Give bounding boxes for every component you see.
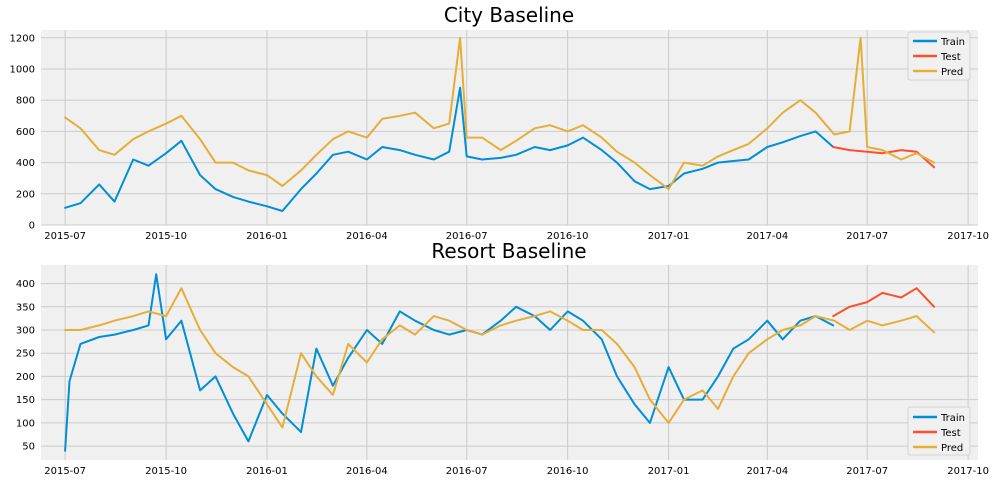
resort-series	[64, 273, 936, 452]
city-y-tick-label: 1200	[10, 33, 35, 44]
resort-x-tick-label: 2016-01	[246, 466, 288, 477]
resort-x-tick-label: 2016-10	[547, 466, 589, 477]
city-x-tick-label: 2016-07	[446, 231, 488, 242]
city-y-tick-label: 0	[29, 221, 35, 232]
city-baseline-panel: 2015-07 2015-10 2016-01 2016-04 2016-07 2016-…	[10, 3, 989, 242]
resort-x-tick-label: 2017-01	[648, 466, 690, 477]
resort-plot-area	[41, 265, 978, 460]
resort-x-tick-label: 2017-10	[947, 466, 989, 477]
resort-x-tick-label: 2017-07	[846, 466, 888, 477]
city-chart-title: City Baseline	[444, 3, 574, 27]
city-grid	[41, 30, 978, 226]
resort-legend-box	[907, 406, 971, 456]
city-plot-area	[41, 30, 978, 225]
resort-y-tick-label: 100	[16, 418, 35, 429]
city-y-tick-label: 400	[16, 158, 35, 169]
resort-baseline-panel: 2015-07 2015-10 2016-01 2016-04 2016-07 2016-…	[16, 239, 989, 477]
city-y-tick-label: 600	[16, 127, 35, 138]
resort-x-tick-label: 2015-07	[44, 466, 86, 477]
resort-x-tick-label: 2016-07	[446, 466, 488, 477]
city-legend-box	[907, 31, 971, 81]
resort-ticks: 2015-07 2015-10 2016-01 2016-04 2016-07 2016-…	[16, 279, 989, 477]
city-series-train-line	[64, 86, 835, 212]
resort-legend-label-test: Test	[940, 428, 961, 439]
city-ticks: 2015-07 2015-10 2016-01 2016-04 2016-07 2016-…	[10, 33, 989, 242]
city-y-tick-label: 1000	[10, 65, 35, 76]
city-legend-label-train: Train	[940, 37, 965, 48]
resort-y-tick-label: 150	[16, 395, 35, 406]
resort-x-tick-label: 2015-10	[145, 466, 187, 477]
resort-y-tick-label: 350	[16, 302, 35, 313]
resort-chart-title: Resort Baseline	[431, 239, 586, 263]
city-x-tick-label: 2017-01	[648, 231, 690, 242]
city-x-tick-label: 2017-07	[846, 231, 888, 242]
city-y-tick-label: 800	[16, 96, 35, 107]
city-series-test-line	[832, 146, 936, 169]
city-x-tick-label: 2016-10	[547, 231, 589, 242]
resort-series-pred-line	[64, 287, 936, 429]
resort-legend-label-pred: Pred	[941, 443, 963, 454]
resort-series-train-line	[64, 273, 835, 452]
city-series-pred-line	[64, 36, 936, 191]
resort-series-test-line	[832, 287, 936, 318]
city-legend-label-test: Test	[940, 52, 961, 63]
city-x-tick-label: 2015-07	[44, 231, 86, 242]
city-x-tick-label: 2017-10	[947, 231, 989, 242]
resort-y-tick-label: 400	[16, 279, 35, 290]
resort-legend-label-train: Train	[940, 413, 965, 424]
city-x-tick-label: 2016-01	[246, 231, 288, 242]
city-legend-label-pred: Pred	[941, 67, 963, 78]
resort-y-tick-label: 50	[22, 442, 35, 453]
resort-y-tick-label: 300	[16, 326, 35, 337]
city-x-tick-label: 2015-10	[145, 231, 187, 242]
city-series	[64, 36, 936, 212]
resort-y-tick-label: 200	[16, 372, 35, 383]
resort-legend: Train Test Pred	[907, 406, 971, 456]
resort-y-tick-label: 250	[16, 349, 35, 360]
resort-grid	[41, 265, 978, 460]
resort-x-tick-label: 2017-04	[746, 466, 788, 477]
city-legend: Train Test Pred	[907, 31, 971, 81]
city-x-tick-label: 2016-04	[346, 231, 388, 242]
city-x-tick-label: 2017-04	[746, 231, 788, 242]
resort-x-tick-label: 2016-04	[346, 466, 388, 477]
city-y-tick-label: 200	[16, 189, 35, 200]
